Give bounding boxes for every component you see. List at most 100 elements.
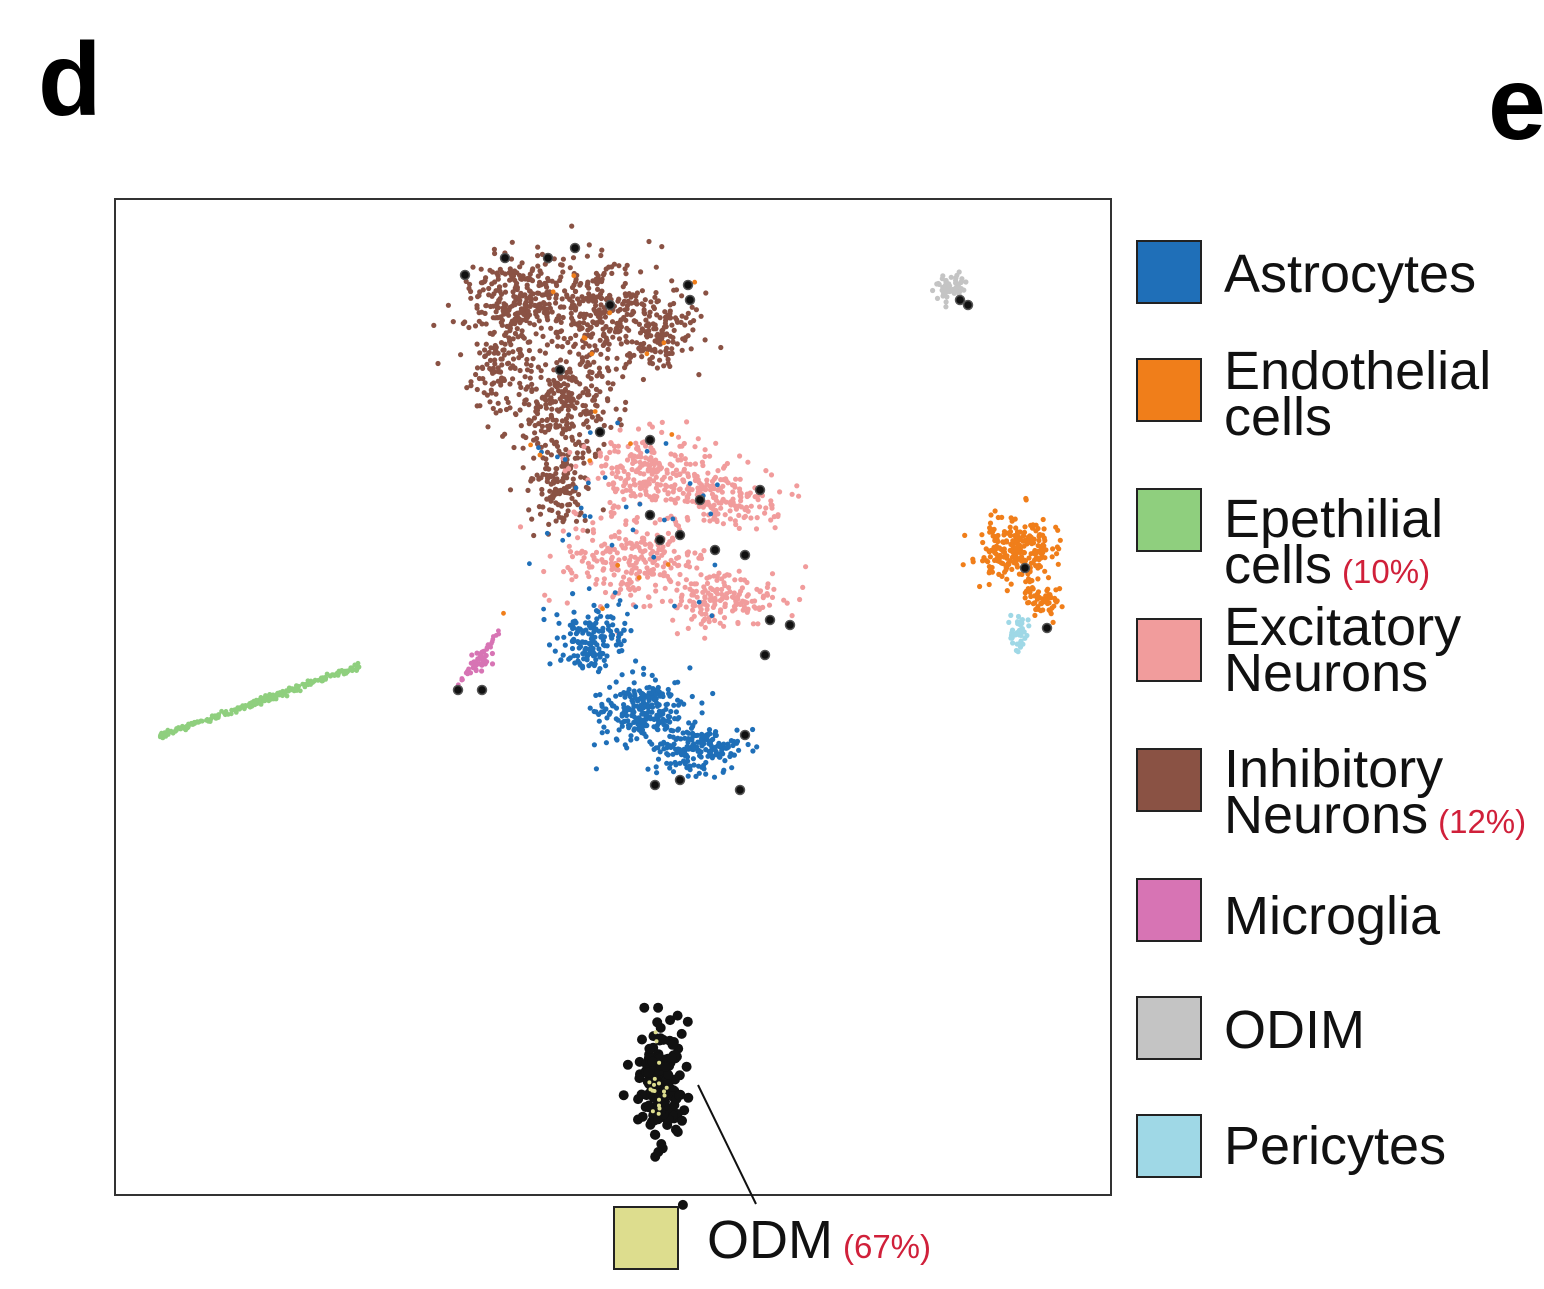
scatter-point-exc — [625, 475, 631, 481]
scatter-point-exc — [678, 598, 685, 604]
odm-point — [681, 1061, 692, 1072]
scatter-point-inh — [525, 275, 531, 281]
scatter-point-exc — [690, 592, 697, 598]
scatter-point-exc — [663, 497, 669, 503]
scatter-point-endo — [1034, 596, 1041, 602]
scatter-point-inh — [584, 253, 591, 259]
scatter-point-astro — [734, 727, 740, 733]
scatter-point-astro — [619, 723, 625, 729]
scatter-point-inh — [468, 379, 474, 385]
scatter-point-exc — [722, 583, 728, 589]
scatter-point-inh — [546, 521, 552, 528]
scatter-point-astro — [586, 646, 592, 652]
scatter-point-inh — [537, 511, 544, 517]
scatter-point-exc — [718, 505, 724, 511]
scatter-point-exc — [665, 490, 671, 496]
scatter-point-astro — [658, 741, 664, 747]
scatter-point-exc — [629, 545, 635, 551]
scatter-point-endo — [1057, 537, 1063, 543]
scatter-point-endo — [1042, 568, 1048, 574]
scatter-point-astro — [708, 749, 714, 756]
legend-label-excitatory: Excitatory Neurons — [1224, 600, 1461, 700]
odm-point — [784, 619, 796, 631]
scatter-point-inh — [476, 318, 482, 324]
scatter-point-inh — [646, 344, 652, 350]
scatter-point-astro — [670, 728, 676, 734]
scatter-point-exc — [701, 548, 707, 554]
scatter-point-astro — [686, 720, 692, 726]
scatter-point-inh — [553, 500, 559, 506]
scatter-point-inh — [555, 510, 561, 516]
scatter-point-inh — [527, 375, 533, 381]
scatter-point-epi — [271, 696, 276, 702]
scatter-point-exc — [580, 527, 586, 533]
scatter-point-odim — [963, 279, 969, 285]
scatter-point-inh — [585, 279, 591, 285]
scatter-point-exc — [797, 596, 803, 603]
scatter-point-inh — [602, 314, 609, 320]
scatter-point-inh — [545, 476, 551, 482]
scatter-point-inh — [558, 383, 564, 389]
scatter-point-exc — [705, 470, 711, 476]
scatter-point-exc — [626, 580, 633, 587]
scatter-point-endo — [589, 351, 595, 357]
scatter-point-exc — [623, 569, 630, 575]
scatter-point-astro — [690, 730, 696, 736]
scatter-point-exc — [649, 424, 656, 430]
scatter-point-exc — [657, 482, 664, 488]
scatter-point-exc — [578, 550, 584, 556]
scatter-point-inh — [577, 324, 583, 330]
scatter-point-exc — [614, 550, 620, 556]
scatter-point-exc — [604, 455, 610, 461]
scatter-point-inh — [547, 488, 553, 494]
scatter-point-endo — [1040, 516, 1046, 523]
scatter-point-endo — [992, 508, 998, 514]
scatter-point-astro — [655, 756, 662, 762]
scatter-point-exc — [690, 603, 696, 609]
scatter-point-astro — [647, 716, 654, 722]
scatter-point-exc — [623, 537, 629, 543]
scatter-point-inh — [564, 398, 570, 404]
scatter-point-endo — [1029, 577, 1035, 584]
scatter-point-exc — [698, 482, 705, 488]
scatter-point-astro — [696, 739, 702, 745]
scatter-point-endo — [1053, 524, 1059, 530]
odm-point — [672, 1127, 683, 1137]
scatter-point-inh — [596, 365, 603, 371]
scatter-point-exc — [668, 578, 674, 585]
scatter-point-astro — [729, 765, 735, 771]
scatter-point-inh — [595, 413, 601, 419]
scatter-point-inh — [493, 288, 499, 294]
scatter-point-exc — [707, 597, 714, 604]
scatter-point-exc — [737, 486, 743, 492]
scatter-point-inh — [494, 270, 500, 276]
scatter-point-endo — [1022, 590, 1028, 596]
scatter-point-inh — [431, 322, 437, 328]
scatter-point-endo — [1033, 528, 1039, 534]
scatter-point-astro — [567, 655, 573, 661]
scatter-point-inh — [508, 365, 514, 371]
scatter-point-inh — [567, 265, 573, 271]
scatter-point-inh — [533, 296, 539, 302]
scatter-point-exc — [631, 477, 637, 483]
odm-point — [962, 299, 974, 311]
scatter-point-exc — [618, 475, 624, 481]
scatter-point-exc — [569, 570, 575, 576]
scatter-point-exc — [752, 605, 759, 611]
scatter-point-inh — [592, 343, 598, 349]
scatter-point-inh — [702, 337, 708, 343]
odm-point — [653, 1030, 658, 1035]
scatter-point-inh — [492, 361, 498, 367]
scatter-point-endo — [1034, 555, 1040, 561]
scatter-point-astro — [552, 648, 558, 654]
odm-point — [754, 484, 766, 496]
scatter-point-micro — [488, 641, 494, 647]
scatter-point-inh — [500, 347, 506, 353]
scatter-point-inh — [547, 305, 554, 311]
scatter-point-exc — [722, 594, 728, 600]
scatter-point-epi — [294, 683, 299, 688]
scatter-point-inh — [671, 287, 677, 293]
scatter-point-exc — [692, 550, 698, 556]
legend-swatch-epithelial — [1136, 488, 1202, 552]
scatter-point-astro — [641, 731, 647, 737]
